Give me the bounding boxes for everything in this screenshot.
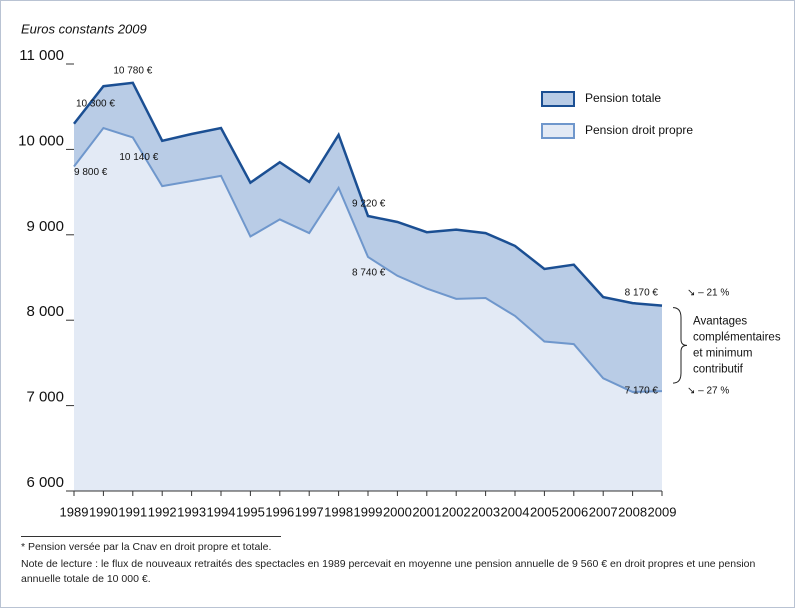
unit-label: Euros constants 2009	[21, 21, 147, 36]
footnote: * Pension versée par la Cnav en droit pr…	[21, 541, 272, 553]
y-tick-label: 9 000	[26, 218, 64, 235]
value-label: 8 740 €	[352, 268, 386, 279]
x-tick-label: 1995	[236, 504, 265, 519]
chart: Euros constants 2009 6 000 7 000 8 000 9 00…	[18, 21, 781, 519]
x-tick-label: 1998	[324, 504, 353, 519]
y-tick-label: 10 000	[18, 132, 64, 149]
change-label: ↘ – 21 %	[687, 287, 729, 298]
y-tick-label: 11 000	[19, 47, 64, 64]
x-tick-label: 1991	[118, 504, 147, 519]
x-tick-label: 1996	[265, 504, 294, 519]
note: Note de lecture : le flux de nouveaux re…	[21, 558, 756, 585]
series-line	[73, 81, 663, 307]
value-label: 10 780 €	[113, 65, 152, 76]
x-tick-label: 2007	[589, 504, 618, 519]
value-label: 9 800 €	[74, 167, 108, 178]
value-label: 9 220 €	[352, 199, 386, 210]
bracket-label: contributif	[693, 363, 744, 375]
y-tick-label: 8 000	[26, 303, 64, 320]
x-tick-label: 1997	[295, 504, 324, 519]
x-tick-label: 1992	[148, 504, 177, 519]
x-tick-label: 1999	[354, 504, 383, 519]
value-label: 10 300 €	[76, 98, 115, 109]
legend-swatch	[541, 123, 575, 139]
value-label: 7 170 €	[625, 386, 659, 397]
x-tick-label: 1994	[207, 504, 236, 519]
footnote-rule	[21, 536, 281, 537]
bracket	[672, 307, 688, 384]
x-tick-label: 1993	[177, 504, 206, 519]
series-line	[73, 126, 663, 393]
x-tick-label: 2003	[471, 504, 500, 519]
x-tick-label: 2004	[501, 504, 530, 519]
x-tick-label: 2001	[412, 504, 441, 519]
y-tick-label: 6 000	[26, 474, 64, 491]
y-tick-label: 7 000	[26, 389, 64, 406]
x-tick-label: 2009	[648, 504, 677, 519]
legend-label: Pension totale	[585, 91, 661, 105]
area-fill	[74, 128, 662, 492]
change-label: ↘ – 27 %	[687, 386, 729, 397]
bracket-label: complémentaires	[693, 331, 781, 343]
x-tick-label: 2002	[442, 504, 471, 519]
x-tick-label: 2005	[530, 504, 559, 519]
x-tick-label: 2006	[559, 504, 588, 519]
x-tick-label: 2000	[383, 504, 412, 519]
value-label: 10 140 €	[119, 152, 158, 163]
x-tick-label: 1989	[60, 504, 89, 519]
bracket-label: et minimum	[693, 347, 752, 359]
legend-swatch	[541, 91, 575, 107]
x-tick-label: 2008	[618, 504, 647, 519]
bracket-label: Avantages	[693, 315, 747, 327]
x-tick-label: 1990	[89, 504, 118, 519]
legend-label: Pension droit propre	[585, 123, 693, 137]
value-label: 8 170 €	[625, 287, 659, 298]
